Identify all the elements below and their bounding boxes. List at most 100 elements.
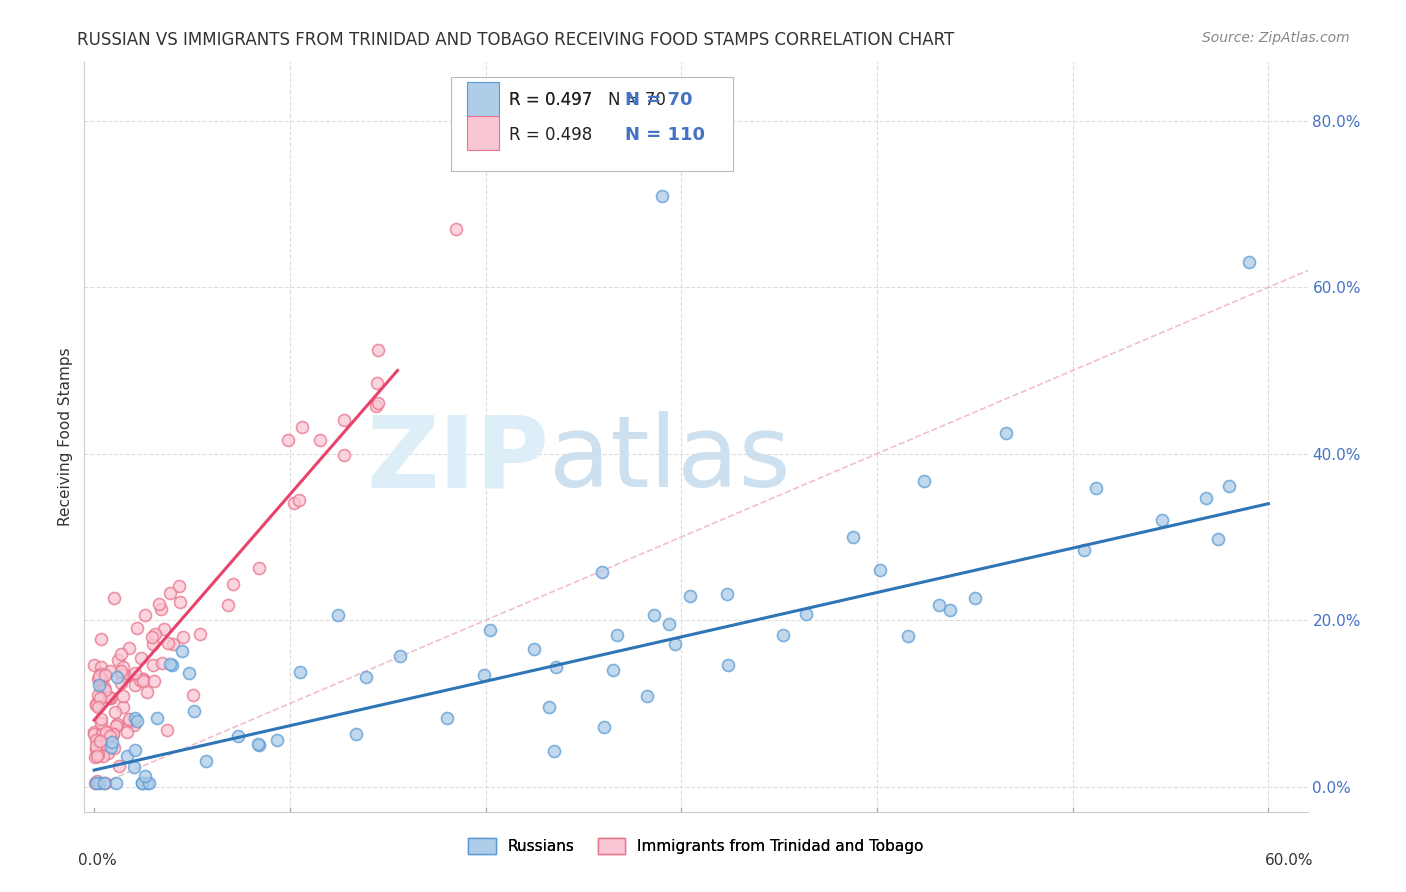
Text: R = 0.498: R = 0.498 (509, 126, 592, 145)
Point (136, 775, 159, 789)
Point (602, 663, 624, 677)
Point (247, 738, 270, 752)
Point (115, 669, 138, 683)
Point (93, 681, 115, 695)
FancyBboxPatch shape (467, 116, 499, 150)
Point (93, 775, 115, 789)
Point (148, 597, 170, 611)
Point (90, 716, 112, 731)
Point (167, 578, 190, 592)
Point (90, 660, 112, 674)
Point (354, 670, 377, 684)
Point (124, 743, 146, 757)
Point (156, 723, 179, 737)
Point (134, 608, 156, 623)
Point (90, 727, 112, 741)
Point (97, 746, 120, 760)
Point (181, 688, 204, 702)
Point (142, 673, 165, 688)
Point (83, 657, 105, 672)
Point (963, 591, 986, 606)
Point (84, 697, 107, 711)
Point (127, 621, 149, 635)
Point (794, 607, 817, 621)
Point (124, 677, 146, 691)
Point (333, 412, 356, 426)
Point (107, 652, 129, 666)
Point (543, 743, 565, 757)
Point (122, 718, 145, 732)
Point (472, 667, 495, 681)
Point (101, 727, 124, 741)
Point (1152, 513, 1174, 527)
Point (1073, 543, 1095, 558)
Text: R = 0.497   N = 70: R = 0.497 N = 70 (509, 91, 665, 109)
Text: R = 0.497: R = 0.497 (509, 91, 592, 109)
Point (591, 566, 613, 580)
FancyBboxPatch shape (451, 78, 733, 171)
Point (127, 714, 149, 729)
Point (87, 669, 110, 683)
Point (103, 741, 125, 756)
Point (110, 647, 132, 661)
Point (93, 723, 115, 737)
Point (89, 733, 111, 747)
Point (91, 673, 114, 688)
Point (86, 749, 108, 764)
Point (658, 616, 681, 631)
Point (537, 699, 560, 714)
Point (134, 769, 156, 783)
Point (90, 632, 112, 646)
Point (593, 720, 616, 734)
Point (94, 667, 117, 681)
Point (153, 622, 176, 636)
Point (91, 749, 114, 764)
Text: 0.0%: 0.0% (79, 853, 117, 868)
Point (651, 188, 673, 202)
Point (110, 664, 132, 678)
Point (1218, 479, 1240, 493)
Point (162, 637, 184, 651)
Point (86, 774, 108, 789)
Point (344, 726, 367, 740)
Point (217, 598, 239, 612)
Point (83, 725, 105, 739)
Point (194, 755, 217, 769)
Point (104, 775, 127, 789)
Point (146, 711, 169, 725)
Point (367, 395, 389, 409)
Point (288, 492, 311, 507)
Point (717, 657, 740, 672)
Point (523, 642, 546, 657)
Point (104, 706, 127, 720)
Point (93, 728, 115, 742)
Point (131, 673, 153, 688)
Point (89, 733, 111, 747)
Point (150, 656, 173, 670)
Point (124, 711, 146, 725)
Point (291, 420, 314, 434)
Point (1237, 255, 1260, 269)
Point (364, 399, 387, 413)
Point (131, 775, 153, 789)
Point (84, 775, 107, 789)
Point (122, 760, 145, 774)
Point (107, 670, 129, 684)
Text: N = 70: N = 70 (626, 91, 693, 109)
Point (138, 775, 160, 789)
Point (277, 433, 299, 447)
Point (159, 657, 181, 671)
Point (87, 747, 110, 762)
Point (83, 727, 105, 741)
Point (160, 658, 183, 673)
Point (112, 699, 135, 714)
Point (141, 630, 163, 644)
Point (115, 749, 138, 764)
Point (367, 343, 389, 358)
Point (84, 775, 107, 789)
Point (288, 665, 311, 679)
Point (247, 739, 270, 753)
Point (98, 730, 121, 744)
Point (772, 628, 794, 642)
Point (98, 691, 121, 706)
